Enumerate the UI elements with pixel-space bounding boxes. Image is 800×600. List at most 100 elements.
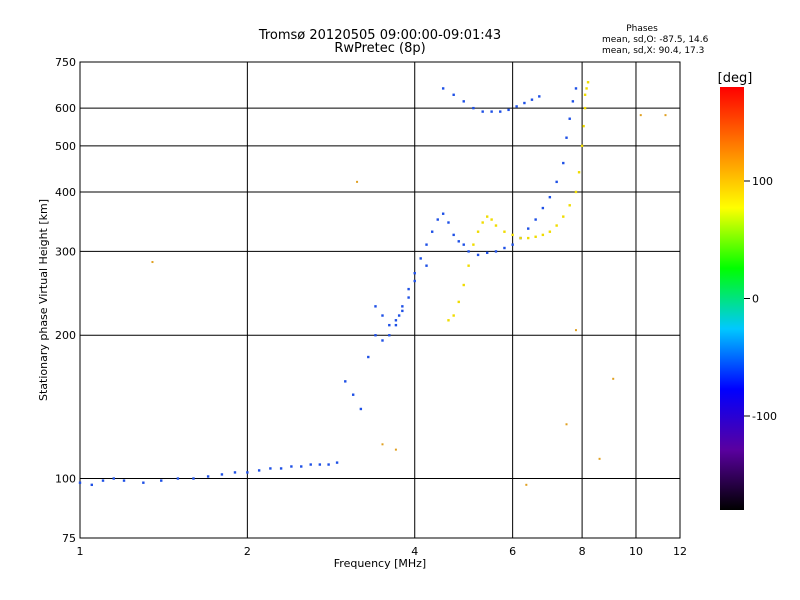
y-tick-label: 750 (55, 56, 76, 69)
data-points (78, 81, 667, 487)
data-point-o (462, 100, 465, 103)
data-point-o (494, 250, 498, 253)
data-point-o (457, 240, 460, 243)
data-point-x (467, 264, 470, 267)
data-point-x (574, 190, 578, 194)
data-point-x (490, 218, 493, 221)
x-axis-ticks: 1 2 4 6 8 10 12 (77, 545, 688, 558)
data-point-o (530, 98, 534, 101)
data-point-o (441, 212, 445, 215)
data-point-x (457, 300, 460, 304)
x-tick-label: 8 (579, 545, 586, 558)
stray-echo-point (574, 329, 577, 332)
plot-frame (79, 61, 681, 539)
stray-echo-point (639, 114, 642, 117)
data-point-o (112, 477, 115, 480)
data-point-o (534, 218, 537, 221)
data-point-o (490, 110, 493, 113)
data-point-o (374, 305, 377, 308)
y-tick-label: 100 (55, 473, 76, 486)
stray-echo-point (356, 180, 359, 183)
data-point-x (586, 81, 590, 84)
colorbar-ticks: 100 0 -100 (744, 175, 777, 423)
data-point-o (481, 110, 484, 113)
data-point-x (503, 230, 506, 233)
data-point-o (401, 305, 404, 308)
data-point-o (394, 319, 398, 322)
y-tick-label: 300 (55, 245, 76, 258)
data-point-o (279, 467, 283, 470)
data-point-o (538, 95, 541, 98)
data-point-o (562, 161, 565, 165)
data-point-x (527, 236, 530, 240)
y-axis-label: Stationary phase Virtual Height [km] (37, 199, 50, 401)
data-point-o (269, 467, 272, 470)
data-point-x (583, 93, 587, 96)
data-point-o (374, 334, 377, 337)
data-point-o (503, 246, 506, 250)
x-tick-label: 2 (244, 545, 251, 558)
colorbar-tick-label: -100 (752, 410, 777, 423)
x-tick-label: 4 (411, 545, 418, 558)
data-point-x (577, 171, 581, 174)
x-tick-label: 1 (77, 545, 84, 558)
colorbar-label: [deg] (718, 71, 753, 86)
y-tick-label: 200 (55, 329, 76, 342)
x-tick-label: 10 (629, 545, 643, 558)
data-point-o (367, 355, 370, 359)
data-point-o (430, 230, 434, 233)
data-point-o (541, 206, 545, 210)
stray-echo-point (525, 483, 528, 486)
data-point-x (494, 224, 498, 227)
data-point-o (452, 93, 455, 96)
y-tick-label: 600 (55, 102, 76, 115)
data-point-x (447, 319, 450, 322)
data-point-o (122, 479, 126, 482)
data-point-o (571, 100, 575, 103)
stray-echo-point (664, 114, 667, 117)
data-point-x (580, 144, 584, 148)
data-point-x (585, 87, 588, 90)
data-point-o (327, 463, 330, 466)
data-point-o (220, 473, 224, 476)
colorbar-tick-label: 100 (752, 175, 773, 188)
data-point-o (425, 243, 428, 246)
data-point-x (462, 283, 465, 287)
data-point-o (548, 195, 552, 199)
data-point-x (568, 204, 571, 207)
data-point-o (407, 287, 410, 291)
data-point-o (511, 243, 514, 246)
data-point-o (394, 323, 398, 327)
stray-echo-point (612, 377, 615, 380)
data-point-o (401, 309, 404, 313)
data-point-o (206, 475, 210, 478)
data-point-o (257, 469, 261, 472)
plot-border (79, 61, 681, 539)
data-point-o (388, 323, 391, 327)
data-point-x (548, 230, 552, 233)
x-tick-label: 6 (509, 545, 516, 558)
data-point-x (511, 233, 514, 237)
data-point-o (507, 108, 510, 112)
data-point-o (192, 477, 195, 480)
data-point-o (397, 314, 401, 317)
data-point-o (381, 339, 384, 342)
stray-echo-point (565, 423, 568, 426)
data-point-o (425, 264, 428, 267)
data-point-x (452, 314, 455, 317)
data-point-o (436, 218, 439, 221)
stray-echo-point (598, 457, 601, 460)
grid-lines (80, 62, 680, 538)
data-point-x (583, 106, 587, 110)
data-point-o (335, 461, 339, 464)
data-point-o (407, 296, 410, 299)
data-point-o (351, 393, 355, 396)
data-point-o (142, 481, 145, 484)
data-point-o (568, 117, 571, 120)
data-point-o (78, 481, 82, 484)
data-point-o (441, 87, 445, 90)
data-point-o (515, 105, 518, 108)
stray-echo-point (151, 261, 154, 264)
stray-echo-point (394, 448, 397, 451)
